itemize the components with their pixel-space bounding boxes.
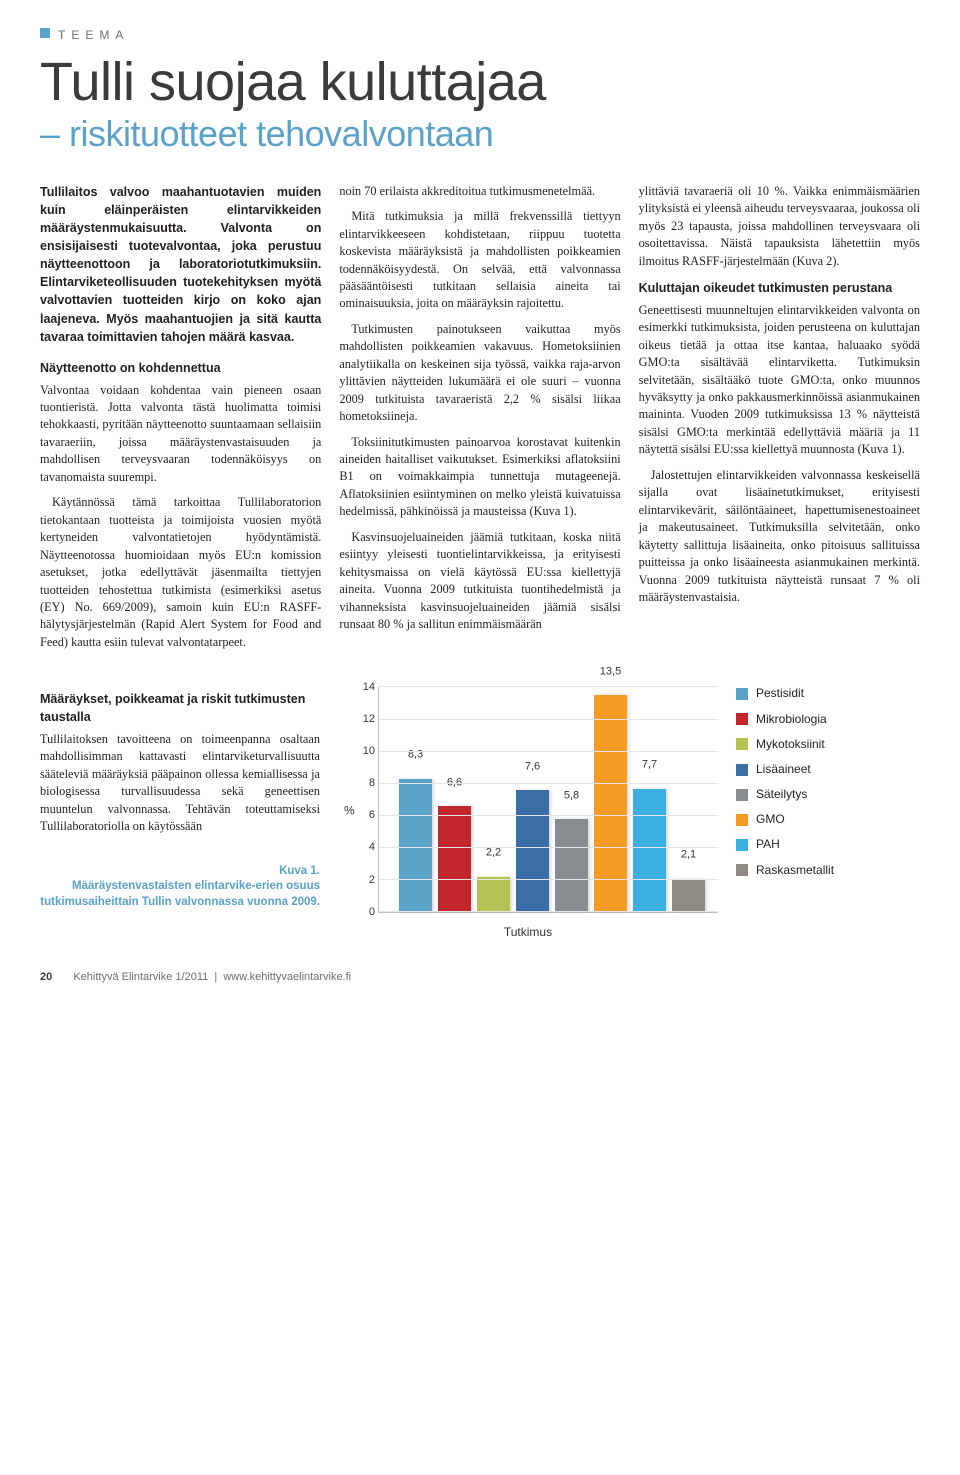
legend-swatch-icon (736, 738, 748, 750)
kicker-square-icon (40, 28, 50, 38)
chart-plot-area: 8,36,62,27,65,813,57,72,1 02468101214 (378, 687, 718, 913)
y-tick-label: 10 (345, 744, 375, 760)
figure-caption: Kuva 1.Määräystenvastaisten elintarvike-… (40, 864, 320, 911)
gridline (379, 847, 718, 848)
chart-bar (672, 879, 705, 913)
lower-right: % 8,36,62,27,65,813,57,72,1 02468101214 … (338, 681, 920, 941)
bar-chart: % 8,36,62,27,65,813,57,72,1 02468101214 … (338, 681, 718, 941)
lower-left-body: Tullilaitoksen tavoitteena on toimeenpan… (40, 731, 320, 836)
col3-p2: Geneettisesti muunneltujen elintarvikkei… (639, 302, 920, 459)
y-tick-label: 0 (345, 905, 375, 921)
kicker-text: TEEMA (58, 28, 129, 42)
subhead-background: Määräykset, poikkeamat ja riskit tutkimu… (40, 691, 320, 727)
y-tick-label: 8 (345, 776, 375, 792)
legend-label: Pestisidit (756, 681, 804, 706)
gridline (379, 686, 718, 687)
bar-value-label: 7,7 (631, 757, 669, 773)
gridline (379, 783, 718, 784)
legend-item: PAH (736, 832, 834, 857)
legend-swatch-icon (736, 789, 748, 801)
legend-item: Säteilytys (736, 782, 834, 807)
subhead-rights: Kuluttajan oikeudet tutkimusten perustan… (639, 280, 920, 298)
body-columns: Tullilaitos valvoo maahantuotavien muide… (40, 183, 920, 660)
col-1: Tullilaitos valvoo maahantuotavien muide… (40, 183, 321, 660)
page-number: 20 (40, 971, 52, 983)
legend-label: PAH (756, 832, 780, 857)
gridline (379, 751, 718, 752)
col1-p2: Käytännössä tämä tarkoittaa Tullilaborat… (40, 494, 321, 651)
lower-block: Määräykset, poikkeamat ja riskit tutkimu… (40, 681, 920, 941)
chart-bar (633, 789, 666, 913)
col-2: noin 70 erilaista akkreditoitua tutkimus… (339, 183, 620, 660)
footer-url: www.kehittyvaelintarvike.fi (223, 971, 351, 983)
chart-bar (555, 819, 588, 912)
legend-label: Raskasmetallit (756, 858, 834, 883)
y-tick-label: 6 (345, 808, 375, 824)
legend-swatch-icon (736, 839, 748, 851)
bar-value-label: 7,6 (514, 759, 552, 775)
y-tick-label: 4 (345, 840, 375, 856)
y-tick-label: 12 (345, 712, 375, 728)
gridline (379, 911, 718, 912)
y-tick-label: 14 (345, 680, 375, 696)
chart-bar (438, 806, 471, 912)
lower-left: Määräykset, poikkeamat ja riskit tutkimu… (40, 681, 320, 941)
chart-bar (516, 790, 549, 912)
col2-p3: Tutkimusten painotukseen vaikuttaa myös … (339, 321, 620, 426)
legend-swatch-icon (736, 814, 748, 826)
legend-item: Mikrobiologia (736, 707, 834, 732)
page-footer: 20 Kehittyvä Elintarvike 1/2011 | www.ke… (40, 971, 920, 983)
legend-label: Mykotoksiinit (756, 732, 825, 757)
bar-value-label: 2,2 (475, 846, 513, 862)
legend-swatch-icon (736, 688, 748, 700)
legend-swatch-icon (736, 764, 748, 776)
col2-p1: noin 70 erilaista akkreditoitua tutkimus… (339, 183, 620, 200)
gridline (379, 719, 718, 720)
legend-label: Säteilytys (756, 782, 807, 807)
gridline (379, 879, 718, 880)
bar-value-label: 5,8 (553, 788, 591, 804)
col-3: ylittäviä tavaraeriä oli 10 %. Vaikka en… (639, 183, 920, 660)
chart-wrap: % 8,36,62,27,65,813,57,72,1 02468101214 … (338, 681, 920, 941)
page-subtitle: – riskituotteet tehovalvontaan (40, 113, 920, 155)
bar-value-label: 13,5 (592, 664, 630, 680)
col3-p1: ylittäviä tavaraeriä oli 10 %. Vaikka en… (639, 183, 920, 270)
legend-item: Lisäaineet (736, 757, 834, 782)
subhead-sampling: Näytteenotto on kohdennettua (40, 360, 321, 378)
chart-bar (477, 877, 510, 912)
legend-item: Pestisidit (736, 681, 834, 706)
legend-item: GMO (736, 807, 834, 832)
legend-label: Lisäaineet (756, 757, 811, 782)
legend-swatch-icon (736, 864, 748, 876)
legend-swatch-icon (736, 713, 748, 725)
col2-p2: Mitä tutkimuksia ja millä frekvenssillä … (339, 208, 620, 313)
col3-p3: Jalostettujen elintarvikkeiden valvonnas… (639, 467, 920, 607)
kicker: TEEMA (40, 28, 920, 42)
x-axis-title: Tutkimus (338, 924, 718, 941)
lede: Tullilaitos valvoo maahantuotavien muide… (40, 183, 321, 346)
legend-label: GMO (756, 807, 785, 832)
legend-label: Mikrobiologia (756, 707, 827, 732)
chart-bar (399, 779, 432, 912)
bar-value-label: 2,1 (670, 847, 708, 863)
col1-p1: Valvontaa voidaan kohdentaa vain pieneen… (40, 382, 321, 487)
chart-legend: PestisiditMikrobiologiaMykotoksiinitLisä… (736, 681, 834, 883)
page-title: Tulli suojaa kuluttajaa (40, 54, 920, 111)
footer-publication: Kehittyvä Elintarvike 1/2011 (73, 971, 208, 983)
gridline (379, 815, 718, 816)
col2-p5: Kasvinsuojeluaineiden jäämiä tutkitaan, … (339, 529, 620, 634)
legend-item: Mykotoksiinit (736, 732, 834, 757)
col2-p4: Toksiinitutkimusten painoarvoa korostava… (339, 434, 620, 521)
legend-item: Raskasmetallit (736, 858, 834, 883)
y-tick-label: 2 (345, 872, 375, 888)
footer-separator: | (211, 971, 223, 983)
